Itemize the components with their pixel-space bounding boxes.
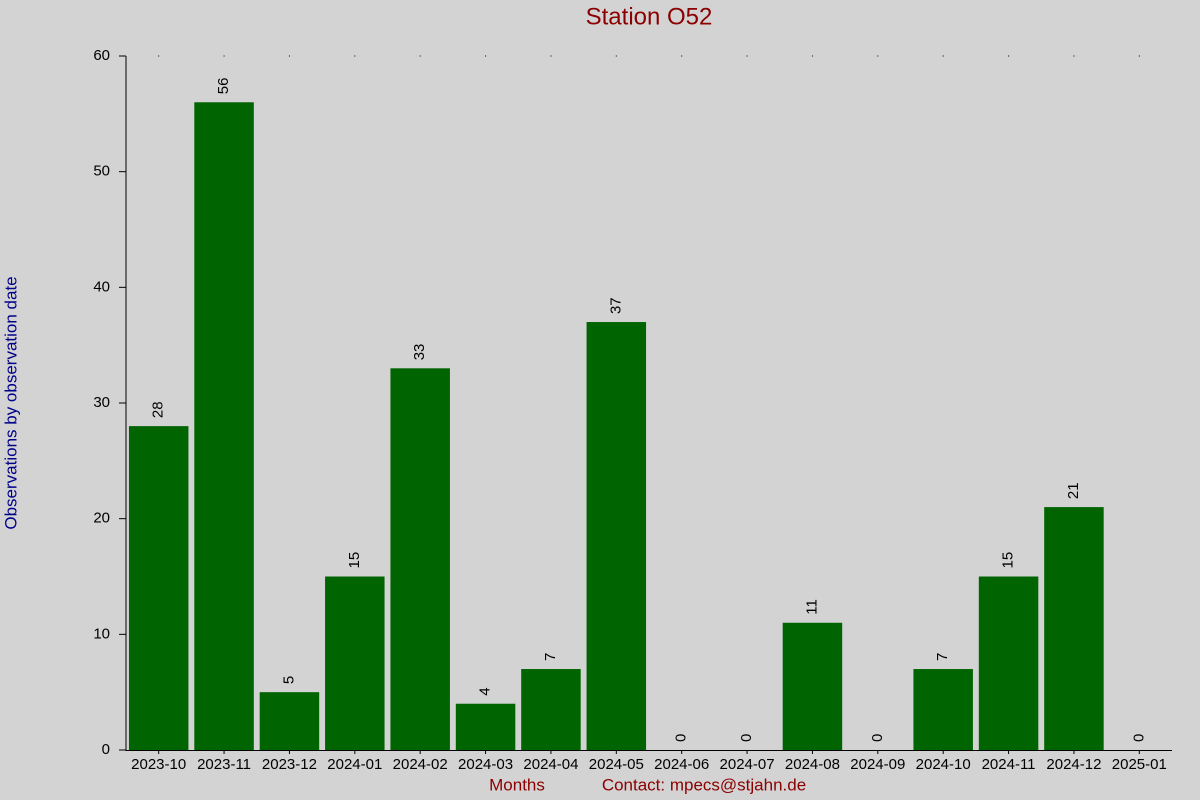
y-tick-label: 10 [93, 625, 110, 642]
value-label: 7 [934, 653, 951, 661]
x-tick-label: 2023-11 [197, 756, 251, 773]
top-dot [354, 55, 356, 57]
top-dot [615, 55, 617, 57]
value-label: 56 [215, 78, 232, 95]
x-tick-label: 2024-08 [785, 756, 840, 773]
x-tick-label: 2024-02 [393, 756, 448, 773]
x-tick-label: 2023-10 [131, 756, 186, 773]
value-label: 5 [280, 676, 297, 684]
bar [913, 669, 973, 750]
x-axis-label: Months [489, 775, 545, 794]
top-dot [942, 55, 944, 57]
value-label: 0 [1130, 734, 1147, 742]
bar [586, 322, 647, 750]
bar [390, 368, 450, 750]
top-dot [1008, 55, 1010, 57]
top-dot [223, 55, 225, 57]
value-label: 37 [607, 297, 624, 314]
value-label: 7 [542, 653, 559, 661]
top-dot [746, 55, 748, 57]
y-tick-label: 30 [93, 394, 110, 411]
y-tick-label: 0 [102, 741, 110, 758]
y-tick-label: 60 [93, 47, 110, 64]
bar [521, 669, 581, 750]
top-dot [485, 55, 487, 57]
top-dot [1138, 55, 1140, 57]
y-tick-label: 20 [93, 510, 110, 527]
top-dot [550, 55, 552, 57]
bar [455, 703, 516, 750]
value-label: 4 [477, 687, 494, 695]
y-tick-label: 50 [93, 163, 110, 180]
value-label: 33 [411, 344, 428, 361]
x-tick-label: 2024-09 [850, 756, 905, 773]
x-tick-label: 2024-03 [458, 756, 513, 773]
bar [978, 576, 1039, 750]
y-tick-label: 40 [93, 278, 110, 295]
y-axis-label: Observations by observation date [1, 276, 20, 529]
chart-title: Station O52 [586, 3, 713, 30]
bar [259, 692, 320, 750]
value-label: 0 [738, 734, 755, 742]
top-dot [811, 55, 813, 57]
x-tick-label: 2024-06 [654, 756, 709, 773]
top-dot [158, 55, 160, 57]
value-label: 0 [673, 734, 690, 742]
bar [194, 102, 254, 751]
x-tick-label: 2024-10 [916, 756, 971, 773]
bar [325, 576, 385, 750]
value-label: 15 [346, 552, 363, 569]
x-tick-label: 2023-12 [262, 756, 317, 773]
value-label: 15 [1000, 552, 1017, 569]
x-tick-label: 2024-12 [1046, 756, 1101, 773]
x-tick-label: 2025-01 [1112, 756, 1167, 773]
bar [128, 426, 189, 750]
x-tick-label: 2024-05 [589, 756, 644, 773]
value-label: 11 [803, 599, 820, 615]
value-label: 28 [150, 401, 167, 418]
x-tick-label: 2024-07 [720, 756, 775, 773]
value-label: 21 [1065, 482, 1082, 499]
bar [1044, 507, 1104, 750]
x-tick-label: 2024-11 [982, 756, 1036, 773]
bar [782, 622, 843, 750]
x-tick-label: 2024-01 [327, 756, 382, 773]
value-label: 0 [869, 734, 886, 742]
top-dot [681, 55, 683, 57]
top-dot [877, 55, 879, 57]
top-dot [288, 55, 290, 57]
x-tick-label: 2024-04 [523, 756, 578, 773]
contact-note: Contact: mpecs@stjahn.de [602, 775, 806, 794]
top-dot [1073, 55, 1075, 57]
top-dot [419, 55, 421, 57]
